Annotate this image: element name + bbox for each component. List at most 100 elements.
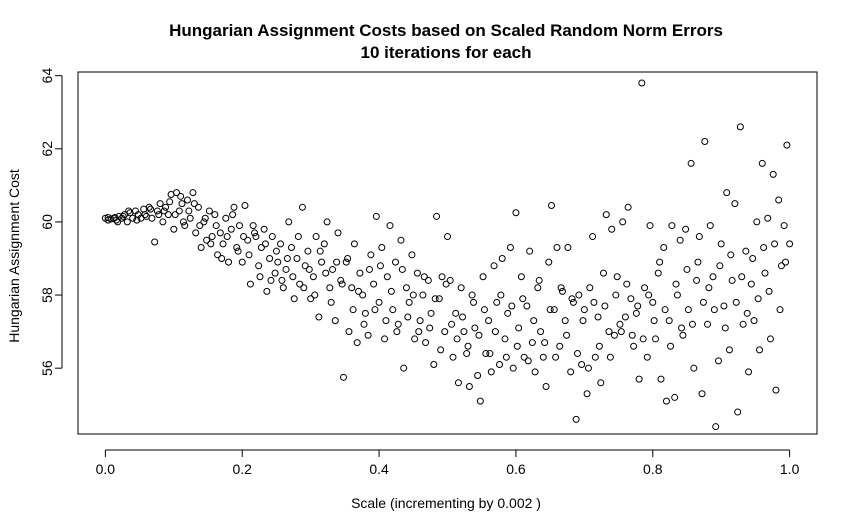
data-point — [441, 328, 449, 336]
data-point — [114, 218, 122, 226]
data-point — [775, 196, 783, 204]
data-point — [632, 309, 640, 317]
data-point — [682, 225, 690, 233]
data-point — [266, 254, 274, 262]
data-point — [214, 251, 222, 259]
data-point — [170, 225, 178, 233]
data-point — [520, 353, 528, 361]
data-point — [509, 364, 517, 372]
data-point — [706, 222, 714, 230]
data-point — [129, 214, 137, 222]
data-point — [493, 298, 501, 306]
data-point — [151, 238, 159, 246]
data-point — [370, 280, 378, 288]
data-point — [613, 273, 621, 281]
data-point — [293, 254, 301, 262]
data-point — [673, 291, 681, 299]
data-point — [732, 298, 740, 306]
data-point — [296, 280, 304, 288]
data-point — [183, 196, 191, 204]
data-point — [304, 247, 312, 255]
data-point — [761, 269, 769, 277]
data-point — [630, 342, 638, 350]
data-point — [624, 203, 632, 211]
data-point — [194, 203, 202, 211]
data-point — [650, 317, 658, 325]
data-point — [771, 240, 779, 248]
data-point — [764, 214, 772, 222]
data-point — [519, 295, 527, 303]
data-point — [227, 225, 235, 233]
data-point — [230, 203, 238, 211]
data-point — [301, 262, 309, 270]
data-point — [772, 386, 780, 394]
data-point — [557, 284, 565, 292]
data-point — [225, 258, 233, 266]
data-point — [405, 298, 413, 306]
data-point — [530, 317, 538, 325]
data-point — [409, 291, 417, 299]
data-point — [465, 382, 473, 390]
data-point — [731, 200, 739, 208]
data-point — [245, 251, 253, 259]
data-point — [616, 320, 624, 328]
data-point — [542, 382, 550, 390]
data-points — [101, 79, 794, 431]
data-point — [382, 317, 390, 325]
data-point — [649, 298, 657, 306]
plot-area-frame — [77, 71, 818, 435]
data-point — [342, 258, 350, 266]
data-point — [716, 262, 724, 270]
data-point — [617, 328, 625, 336]
data-point — [283, 254, 291, 262]
data-point — [727, 251, 735, 259]
data-point — [579, 317, 587, 325]
data-point — [694, 258, 702, 266]
data-point — [155, 211, 163, 219]
data-point — [486, 350, 494, 358]
data-point — [678, 324, 686, 332]
data-point — [229, 211, 237, 219]
data-point — [438, 273, 446, 281]
data-point — [413, 269, 421, 277]
data-point — [643, 353, 651, 361]
data-point — [361, 309, 369, 317]
data-point — [487, 368, 495, 376]
data-point — [714, 357, 722, 365]
data-point — [602, 211, 610, 219]
data-point — [311, 291, 319, 299]
data-point — [420, 273, 428, 281]
data-point — [381, 335, 389, 343]
data-point — [345, 328, 353, 336]
data-point — [287, 244, 295, 252]
data-point — [683, 265, 691, 273]
data-point — [501, 335, 509, 343]
data-point — [471, 324, 479, 332]
data-point — [523, 302, 531, 310]
data-point — [654, 269, 662, 277]
data-point — [765, 287, 773, 295]
data-point — [249, 222, 257, 230]
data-point — [290, 295, 298, 303]
data-point — [211, 211, 219, 219]
data-point — [408, 251, 416, 259]
data-point — [333, 258, 341, 266]
data-point — [546, 306, 554, 314]
data-point — [196, 222, 204, 230]
data-point — [338, 280, 346, 288]
data-point — [190, 200, 198, 208]
data-point — [166, 198, 174, 206]
data-point — [376, 262, 384, 270]
data-point — [524, 357, 532, 365]
data-point — [580, 306, 588, 314]
data-point — [739, 320, 747, 328]
x-tick-label: 0.0 — [96, 461, 116, 477]
data-point — [173, 189, 181, 197]
data-point — [550, 306, 558, 314]
data-point — [786, 240, 794, 248]
data-point — [240, 233, 248, 241]
data-point — [212, 222, 220, 230]
x-tick-label: 0.2 — [232, 461, 252, 477]
data-point — [148, 214, 156, 222]
